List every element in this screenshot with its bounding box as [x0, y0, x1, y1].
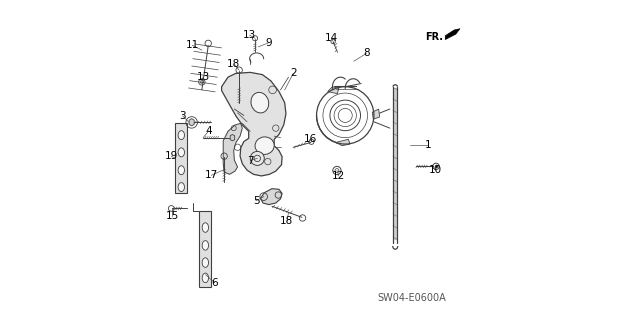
Text: 1: 1	[425, 140, 431, 150]
Text: 17: 17	[205, 170, 218, 180]
Polygon shape	[175, 123, 187, 194]
Ellipse shape	[251, 92, 269, 113]
Polygon shape	[328, 87, 339, 94]
Polygon shape	[189, 119, 194, 126]
Text: 15: 15	[166, 211, 179, 221]
Ellipse shape	[202, 241, 208, 250]
Text: 2: 2	[290, 68, 296, 78]
Ellipse shape	[202, 258, 208, 268]
Text: 3: 3	[180, 111, 186, 121]
Text: 12: 12	[332, 171, 345, 181]
Text: 10: 10	[428, 164, 441, 174]
Polygon shape	[230, 134, 235, 141]
Text: 18: 18	[280, 216, 293, 226]
Polygon shape	[445, 29, 460, 40]
Circle shape	[251, 151, 264, 165]
Text: 8: 8	[363, 48, 370, 58]
Text: 19: 19	[165, 151, 178, 161]
Polygon shape	[223, 123, 242, 174]
Polygon shape	[335, 139, 350, 146]
Ellipse shape	[178, 183, 185, 192]
Text: 4: 4	[205, 126, 212, 136]
Text: 7: 7	[247, 156, 254, 166]
Text: 13: 13	[197, 72, 210, 82]
Ellipse shape	[202, 273, 208, 283]
Text: 18: 18	[227, 59, 241, 69]
Polygon shape	[372, 109, 380, 119]
Text: FR.: FR.	[425, 32, 443, 42]
Polygon shape	[222, 72, 286, 176]
Text: 16: 16	[303, 134, 317, 144]
Ellipse shape	[178, 166, 185, 175]
Text: 5: 5	[252, 196, 259, 206]
Text: 11: 11	[186, 40, 199, 50]
Text: 6: 6	[211, 278, 218, 288]
Text: 14: 14	[325, 33, 338, 43]
Ellipse shape	[255, 137, 274, 155]
Ellipse shape	[178, 131, 185, 140]
Text: 13: 13	[243, 30, 256, 40]
Text: 9: 9	[266, 38, 272, 48]
Text: SW04-E0600A: SW04-E0600A	[377, 293, 447, 303]
Polygon shape	[261, 189, 282, 204]
Ellipse shape	[178, 148, 185, 157]
Polygon shape	[199, 211, 212, 287]
Ellipse shape	[202, 223, 208, 232]
